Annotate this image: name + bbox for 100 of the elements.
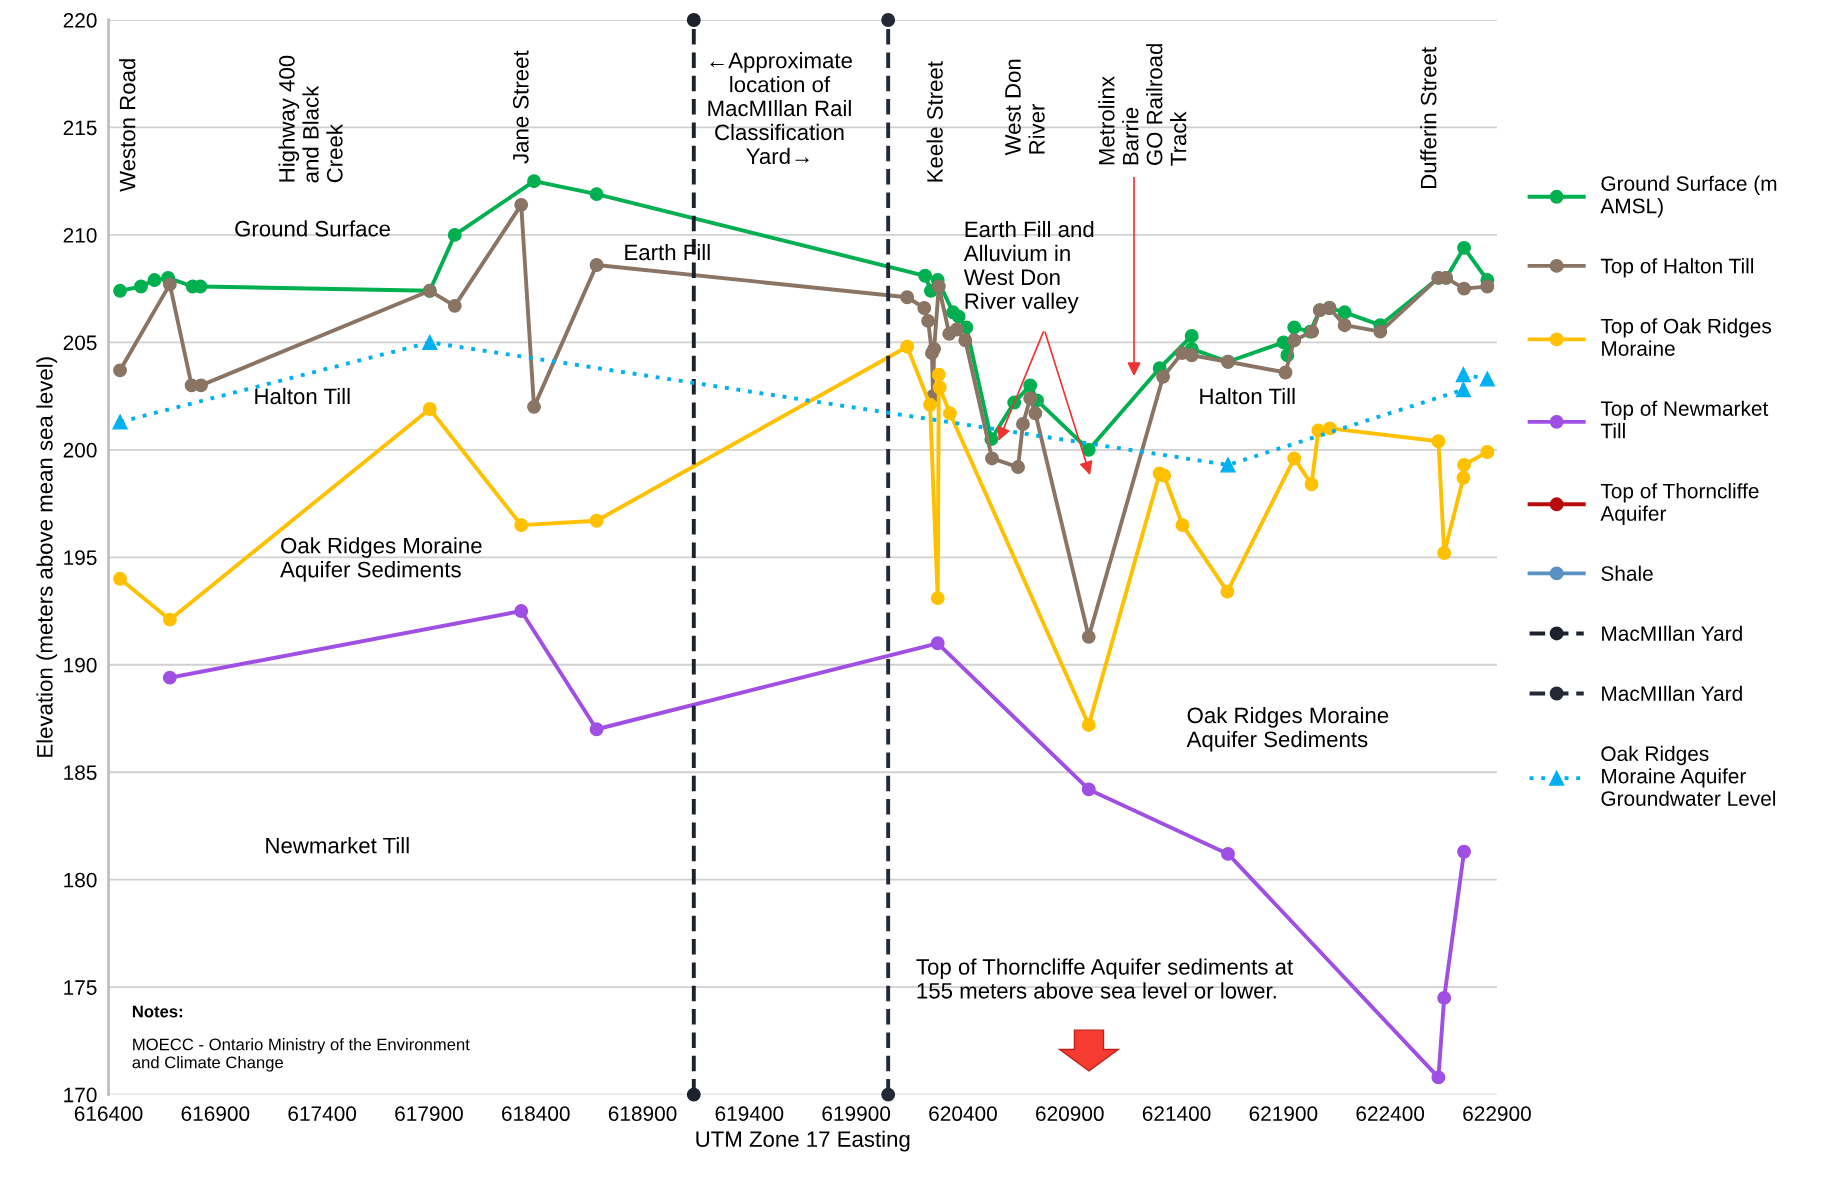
point bbox=[1437, 990, 1452, 1005]
annotation: Newmarket Till bbox=[266, 837, 409, 854]
point bbox=[917, 301, 932, 315]
point bbox=[1081, 718, 1096, 732]
point bbox=[1287, 320, 1302, 335]
point bbox=[1023, 391, 1038, 406]
point bbox=[921, 313, 936, 328]
annotation: Oak Ridges Moraine Aquifer Sediments bbox=[1186, 706, 1389, 752]
point bbox=[1184, 328, 1199, 343]
x-tick-label: 619400 bbox=[715, 1106, 784, 1122]
point bbox=[949, 322, 964, 337]
point bbox=[686, 13, 701, 27]
annotation: Ground Surface bbox=[235, 220, 390, 237]
point bbox=[1221, 846, 1235, 861]
point bbox=[589, 513, 604, 528]
point bbox=[1373, 324, 1388, 339]
annotation: Dufferin Street bbox=[1420, 47, 1437, 188]
annotation: West Don River bbox=[1005, 59, 1045, 156]
point bbox=[1023, 378, 1038, 393]
point bbox=[589, 258, 604, 272]
legend-label: Oak Ridges Moraine Aquifer Groundwater Level bbox=[1601, 745, 1776, 806]
annotation: Oak Ridges Moraine Aquifer Sediments bbox=[280, 537, 482, 582]
point bbox=[931, 279, 946, 294]
point bbox=[589, 187, 604, 202]
point bbox=[881, 13, 896, 27]
point bbox=[1456, 470, 1471, 485]
point bbox=[1304, 477, 1319, 492]
point bbox=[422, 402, 437, 416]
point bbox=[162, 277, 177, 292]
x-tick-label: 617900 bbox=[395, 1106, 463, 1122]
point bbox=[447, 298, 462, 313]
y-tick-label: 175 bbox=[64, 980, 97, 995]
point bbox=[514, 604, 529, 618]
point bbox=[958, 333, 973, 348]
point bbox=[134, 279, 148, 294]
point bbox=[527, 174, 541, 189]
point bbox=[985, 451, 999, 466]
y-tick-label: 205 bbox=[63, 335, 97, 351]
point bbox=[923, 397, 937, 412]
point bbox=[1184, 348, 1199, 363]
x-tick-label: 617400 bbox=[288, 1106, 357, 1122]
x-tick-label: 622400 bbox=[1356, 1106, 1425, 1122]
x-tick-label: 618900 bbox=[608, 1106, 677, 1122]
y-tick-label: 180 bbox=[64, 872, 97, 888]
point bbox=[881, 1087, 896, 1102]
point bbox=[1287, 333, 1302, 348]
point bbox=[1220, 584, 1235, 599]
annotation: Highway 400 and Black Creek bbox=[278, 55, 343, 183]
point bbox=[113, 363, 127, 378]
annotation: MOECC - Ontario Ministry of the Environment and Climate Change bbox=[132, 1038, 470, 1072]
x-tick-label: 620400 bbox=[929, 1106, 997, 1122]
point bbox=[112, 414, 128, 430]
point bbox=[514, 197, 529, 212]
point bbox=[1455, 382, 1472, 398]
point bbox=[1157, 468, 1172, 483]
point bbox=[113, 283, 127, 298]
x-tick-label: 620900 bbox=[1036, 1106, 1104, 1122]
annotation: Top of Thorncliffe Aquifer sediments at 155 meters above sea level or lower. bbox=[916, 958, 1293, 999]
point bbox=[1457, 457, 1471, 472]
annotation: ←Approximate location of MacMIllan Rail Classification Yard→ bbox=[708, 52, 852, 165]
point bbox=[918, 268, 933, 283]
point bbox=[1437, 546, 1452, 560]
point bbox=[1457, 844, 1471, 859]
annotation: Notes: bbox=[132, 1005, 183, 1018]
x-axis-title: UTM Zone 17 Easting bbox=[696, 1130, 910, 1152]
x-tick-label: 616400 bbox=[74, 1106, 143, 1122]
y-tick-label: 210 bbox=[63, 227, 97, 243]
point bbox=[1011, 460, 1025, 474]
y-tick-label: 185 bbox=[64, 765, 97, 780]
legend-label: Top of Oak Ridges Moraine bbox=[1600, 318, 1772, 356]
point bbox=[147, 273, 162, 288]
point bbox=[1287, 451, 1302, 466]
point bbox=[900, 290, 915, 305]
point bbox=[1081, 782, 1096, 797]
annotation: Keele Street bbox=[926, 61, 943, 182]
point bbox=[514, 518, 529, 533]
point bbox=[1156, 369, 1171, 384]
point bbox=[686, 1087, 701, 1102]
y-tick-label: 200 bbox=[63, 442, 97, 458]
point bbox=[447, 227, 462, 242]
legend-label: Top of Newmarket Till bbox=[1600, 400, 1769, 439]
point bbox=[589, 722, 604, 737]
legend-label: Top of Thorncliffe Aquifer bbox=[1600, 483, 1759, 525]
point bbox=[1220, 457, 1236, 473]
point bbox=[927, 341, 942, 356]
legend-label: MacMIllan Yard bbox=[1602, 685, 1742, 701]
point bbox=[931, 367, 946, 382]
y-axis-title: Elevation (meters above mean sea level) bbox=[36, 357, 58, 757]
point bbox=[1081, 629, 1096, 644]
point bbox=[1028, 406, 1043, 421]
y-tick-label: 195 bbox=[64, 550, 97, 566]
annotation: Halton Till bbox=[255, 387, 350, 405]
y-tick-label: 220 bbox=[63, 13, 97, 28]
point bbox=[942, 406, 957, 421]
point bbox=[1457, 240, 1471, 255]
legend-label: Top of Halton Till bbox=[1600, 258, 1754, 278]
point bbox=[1337, 318, 1352, 333]
point bbox=[1175, 518, 1190, 533]
point bbox=[951, 309, 966, 324]
point bbox=[932, 380, 947, 395]
